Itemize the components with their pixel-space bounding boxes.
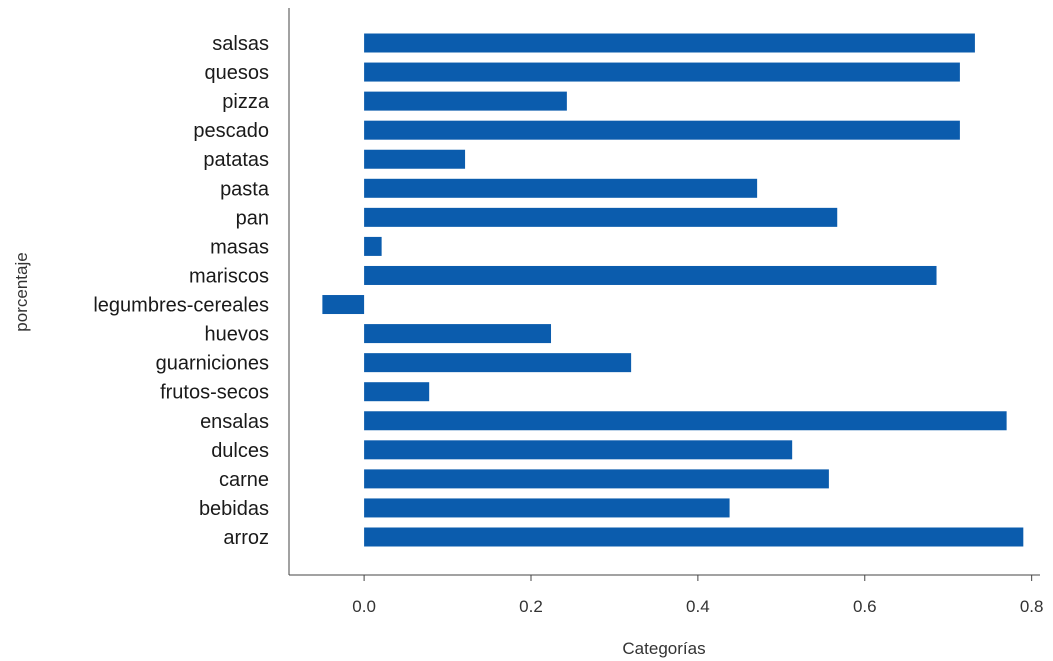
category-label-arroz: arroz <box>223 527 269 549</box>
category-label-quesos: quesos <box>205 62 270 84</box>
category-label-pasta: pasta <box>220 178 270 200</box>
category-label-patatas: patatas <box>203 149 269 171</box>
category-label-guarniciones: guarniciones <box>156 353 269 375</box>
bar-pasta <box>364 178 758 198</box>
category-label-huevos: huevos <box>205 324 270 346</box>
category-label-ensalas: ensalas <box>200 411 269 433</box>
x-tick-label: 0.4 <box>686 597 710 616</box>
x-tick-label: 0.6 <box>853 597 877 616</box>
x-tick-label: 0.0 <box>352 597 376 616</box>
category-label-frutos-secos: frutos-secos <box>160 382 269 404</box>
bar-patatas <box>364 149 466 169</box>
category-label-carne: carne <box>219 469 269 491</box>
x-tick-label: 0.2 <box>519 597 543 616</box>
category-label-masas: masas <box>210 236 269 258</box>
bar-mariscos <box>364 265 937 285</box>
category-label-dulces: dulces <box>211 440 269 462</box>
bar-pan <box>364 207 838 227</box>
category-labels: arroz bebidas carne dulces ensalas frutos-sec… <box>93 33 270 549</box>
bar-legumbres-cereales <box>322 295 365 315</box>
category-label-pan: pan <box>236 207 269 229</box>
bar-salsas <box>364 33 975 53</box>
bar-dulces <box>364 440 793 460</box>
y-axis-title: porcentaje <box>12 252 31 331</box>
x-axis-ticks: 0.0 0.2 0.4 0.6 0.8 <box>352 575 1043 616</box>
category-label-pizza: pizza <box>222 91 270 113</box>
category-label-legumbres-cereales: legumbres-cereales <box>93 295 269 317</box>
x-tick-label: 0.8 <box>1020 597 1044 616</box>
bar-frutos-secos <box>364 382 430 402</box>
bars-group <box>322 33 1024 547</box>
category-label-bebidas: bebidas <box>199 498 269 520</box>
bar-guarniciones <box>364 353 632 373</box>
bar-arroz <box>364 527 1024 547</box>
bar-masas <box>364 236 382 256</box>
category-label-mariscos: mariscos <box>189 265 269 287</box>
x-axis-title: Categorías <box>622 639 705 658</box>
bar-quesos <box>364 62 960 82</box>
category-label-salsas: salsas <box>212 33 269 55</box>
bar-huevos <box>364 324 552 344</box>
bar-bebidas <box>364 498 730 518</box>
bar-pizza <box>364 91 567 111</box>
bar-carne <box>364 469 829 489</box>
category-label-pescado: pescado <box>193 120 269 142</box>
bar-ensalas <box>364 411 1007 431</box>
bar-pescado <box>364 120 960 140</box>
